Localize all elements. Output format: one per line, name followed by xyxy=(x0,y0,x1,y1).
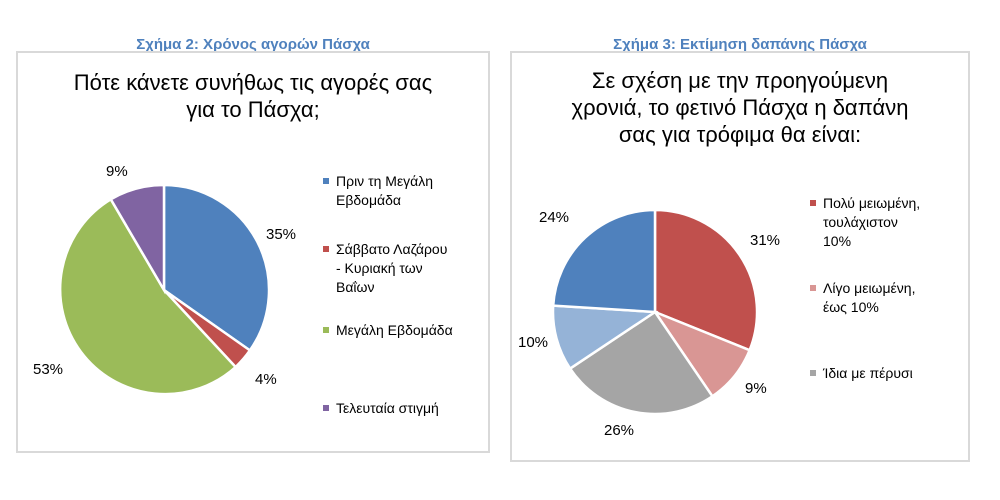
figure-3-title-line-3: σας για τρόφιμα θα είναι: xyxy=(618,122,862,147)
legend-label: Τελευταία στιγμή xyxy=(336,400,439,416)
figure-3-legend-slightly-reduced: Λίγο μειωμένη, έως 10% xyxy=(810,279,915,317)
legend-label: Εβδομάδα xyxy=(336,192,402,208)
figure-3-chart-box: Σε σχέση με την προηγούμενη χρονιά, το φ… xyxy=(510,51,970,462)
figure-3-chart-title: Σε σχέση με την προηγούμενη χρονιά, το φ… xyxy=(512,67,968,148)
legend-label: Ίδια με πέρυσι xyxy=(823,365,913,381)
legend-label: Σάββατο Λαζάρου xyxy=(336,241,448,257)
legend-label: Βαΐων xyxy=(336,279,375,295)
legend-label: έως 10% xyxy=(823,299,879,315)
figure-2-label-9: 9% xyxy=(106,163,128,180)
legend-swatch-green xyxy=(323,327,329,333)
legend-swatch-red xyxy=(323,246,329,252)
figure-2-label-35: 35% xyxy=(266,226,297,243)
legend-label: Λίγο μειωμένη, xyxy=(823,280,916,296)
legend-swatch-purple xyxy=(323,405,329,411)
figure-3-legend-same-as-last-year: Ίδια με πέρυσι xyxy=(810,364,913,383)
figure-2-legend-lazarus-saturday: Σάββατο Λαζάρου - Κυριακή των Βαΐων xyxy=(323,240,447,297)
legend-swatch-blue xyxy=(323,178,329,184)
figure-3-label-10: 10% xyxy=(518,334,549,351)
figure-3-title-line-2: χρονιά, το φετινό Πάσχα η δαπάνη xyxy=(571,95,909,120)
figure-2-legend-before-holy-week: Πριν τη Μεγάλη Εβδομάδα xyxy=(323,172,433,210)
figure-2-title-line-1: Πότε κάνετε συνήθως τις αγορές σας xyxy=(73,70,433,95)
legend-swatch-red xyxy=(810,200,816,206)
figure-2-label-53: 53% xyxy=(33,361,64,378)
legend-label: Πολύ μειωμένη, xyxy=(823,195,921,211)
figure-3-title-line-1: Σε σχέση με την προηγούμενη xyxy=(591,68,889,93)
legend-label: τουλάχιστον xyxy=(823,214,898,230)
legend-label: 10% xyxy=(823,233,852,249)
legend-swatch-pink xyxy=(810,285,816,291)
figure-2-caption: Σχήμα 2: Χρόνος αγορών Πάσχα xyxy=(136,36,370,53)
figure-2-label-4: 4% xyxy=(255,371,277,388)
legend-label: Πριν τη Μεγάλη xyxy=(336,173,434,189)
figure-2-chart-title: Πότε κάνετε συνήθως τις αγορές σας για τ… xyxy=(18,69,488,123)
figure-3-label-9: 9% xyxy=(745,380,767,397)
figure-3-label-26: 26% xyxy=(604,422,635,439)
figure-3-legend-much-reduced: Πολύ μειωμένη, τουλάχιστον 10% xyxy=(810,194,920,251)
legend-swatch-grey xyxy=(810,370,816,376)
figure-3-caption: Σχήμα 3: Εκτίμηση δαπάνης Πάσχα xyxy=(613,36,867,53)
figure-3-label-24: 24% xyxy=(539,209,570,226)
figure-2-legend-holy-week: Μεγάλη Εβδομάδα xyxy=(323,321,453,340)
figure-2-legend-last-minute: Τελευταία στιγμή xyxy=(323,399,439,418)
legend-label: Μεγάλη Εβδομάδα xyxy=(336,322,453,338)
legend-label: - Κυριακή των xyxy=(336,260,423,276)
figure-2-title-line-2: για το Πάσχα; xyxy=(186,97,320,122)
figure-3-label-31: 31% xyxy=(750,232,781,249)
